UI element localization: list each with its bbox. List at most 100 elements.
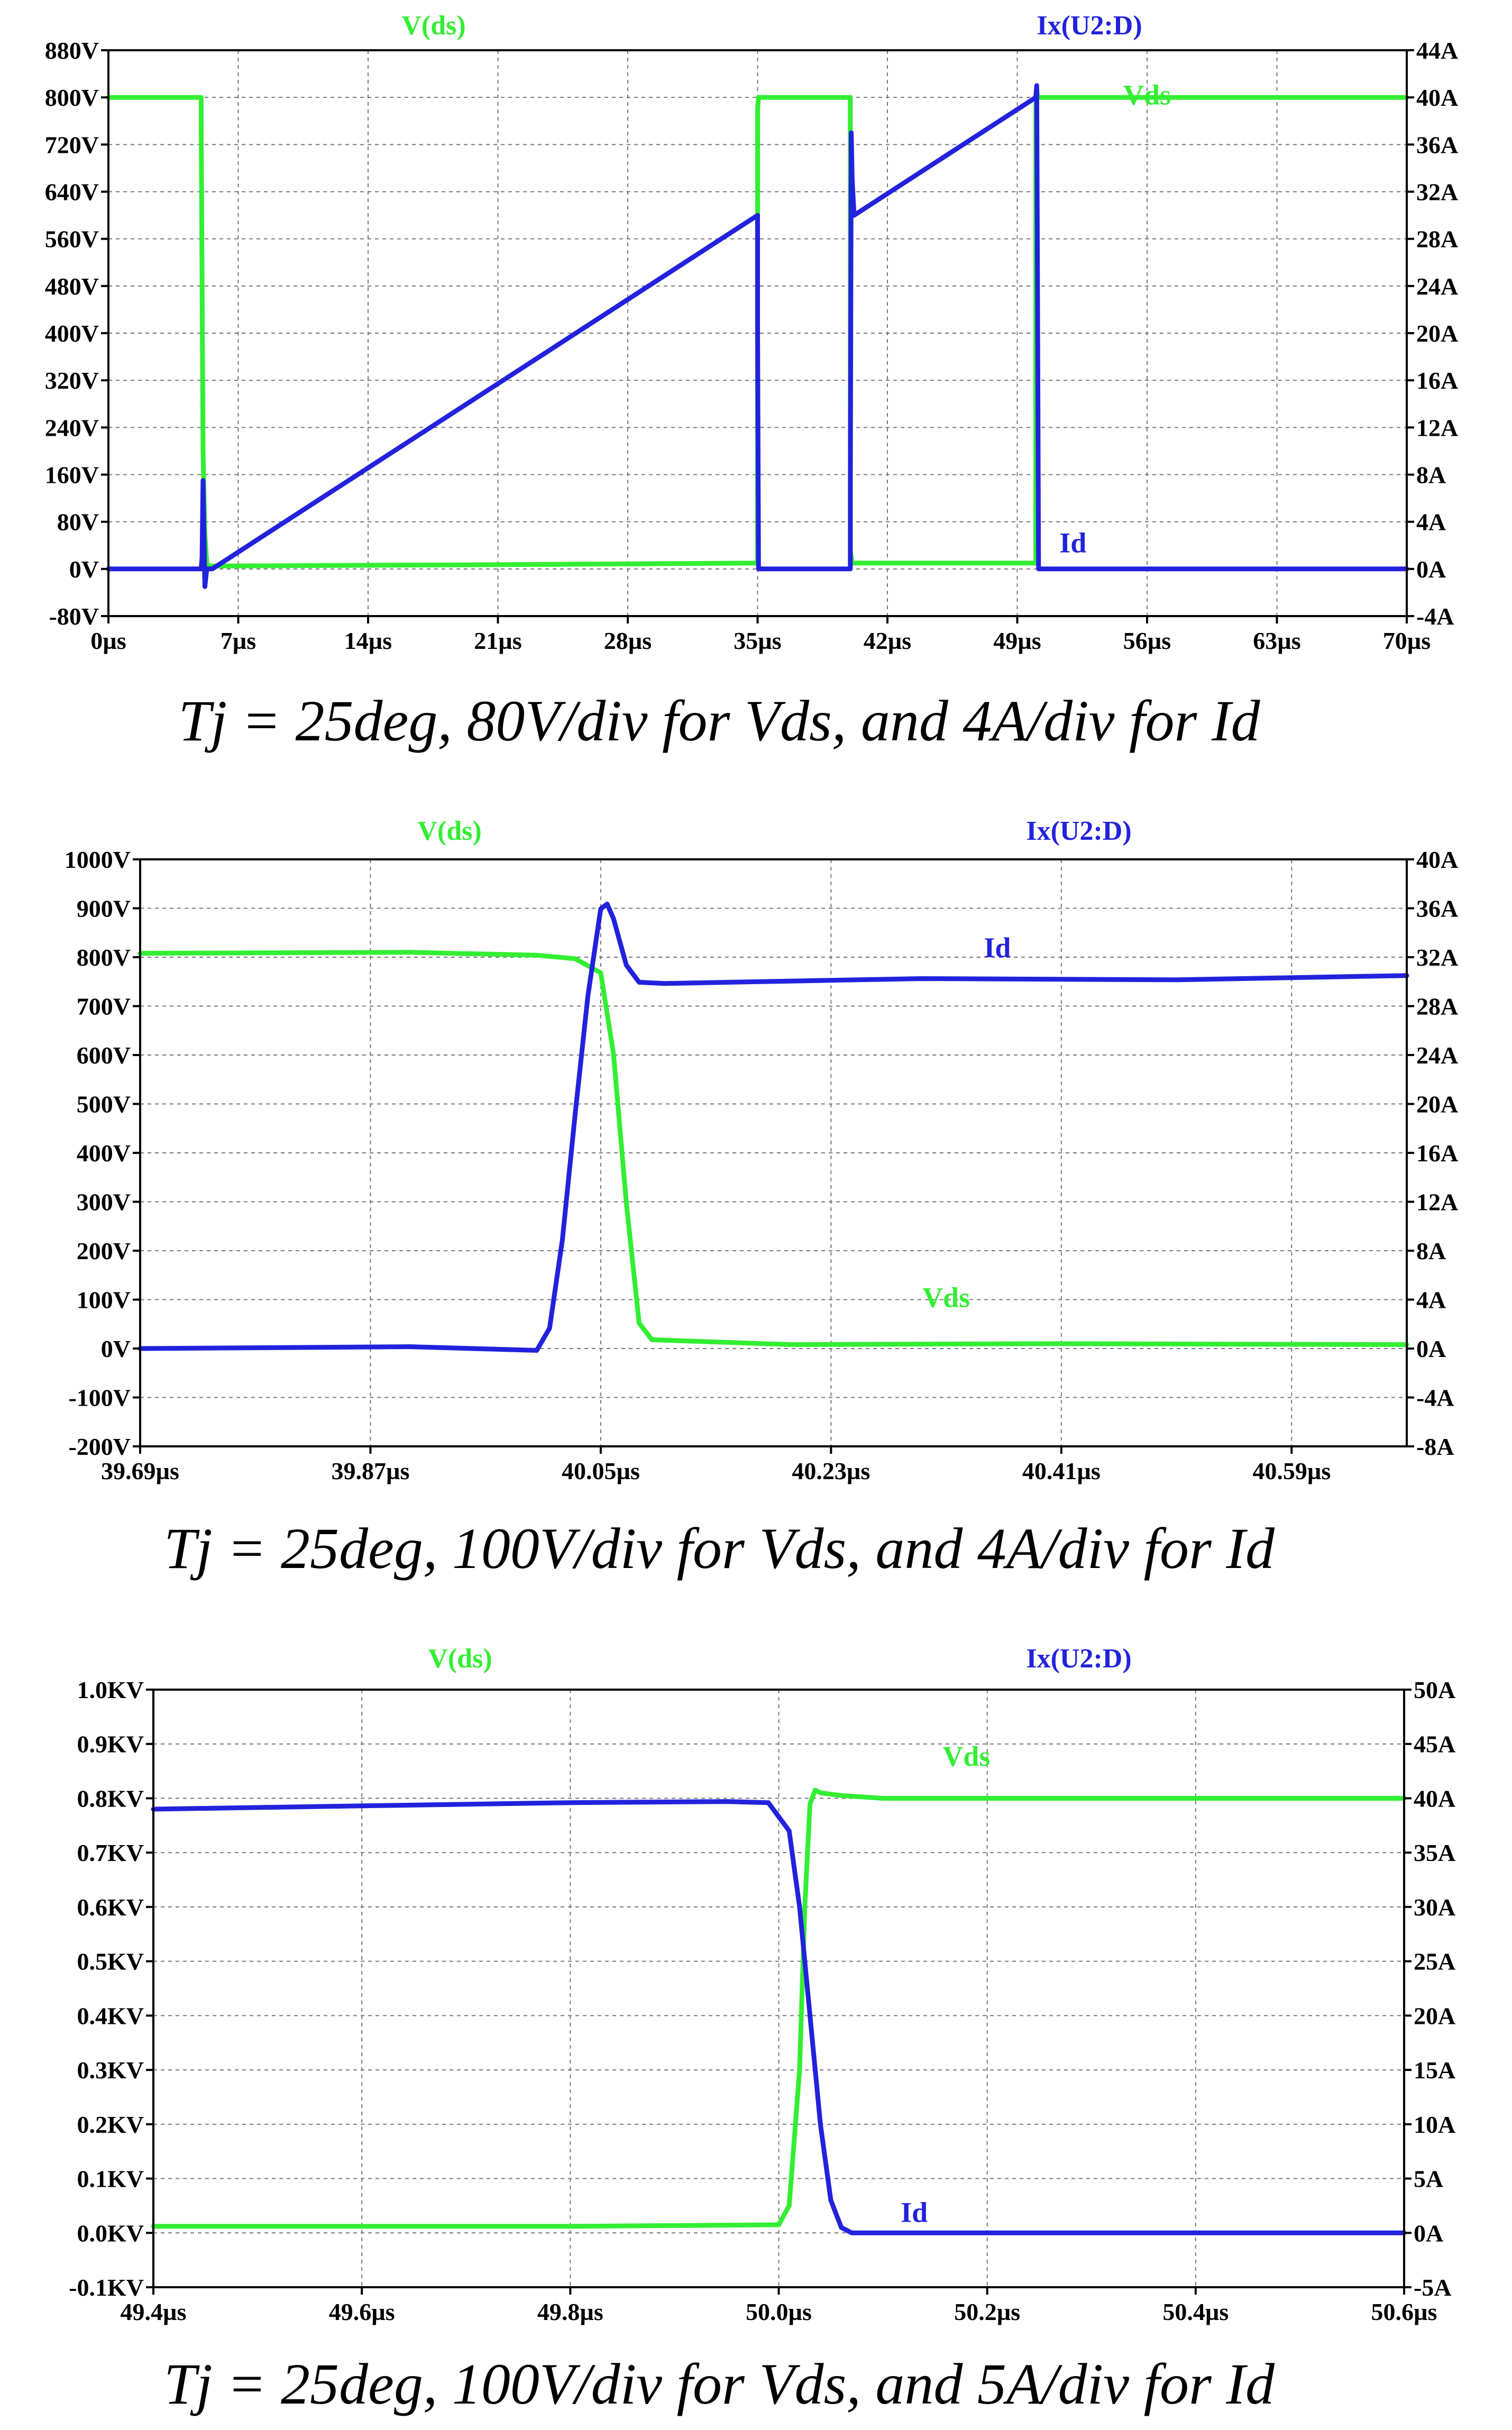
chart-3-ytick-left-label: 0.4KV — [77, 2002, 144, 2029]
chart-3-annotation-id: Id — [901, 2197, 928, 2229]
chart-1-series — [106, 83, 1409, 589]
chart-3: -0.1KV 0.0KV 0.1KV 0.2KV 0.3KV 0.4KV 0.5KV 0.6K… — [69, 1644, 1455, 2416]
chart-1-series-id — [106, 83, 1409, 589]
chart-2-ytick-right-label: -4A — [1416, 1384, 1454, 1411]
chart-2-ytick-left-label: 600V — [77, 1042, 131, 1069]
chart-3-ytick-right-label: 5A — [1414, 2166, 1443, 2193]
chart-3-xtick-label: 49.4µs — [121, 2298, 187, 2325]
chart-3-series-vds — [151, 1787, 1407, 2229]
chart-2-ytick-left-label: 200V — [77, 1237, 131, 1264]
chart-1-annotations: Vds Id — [1059, 79, 1171, 559]
chart-2-ytick-right-label: 16A — [1416, 1140, 1458, 1167]
chart-1-xtick-label: 70µs — [1383, 627, 1431, 654]
chart-3-ticks: -0.1KV 0.0KV 0.1KV 0.2KV 0.3KV 0.4KV 0.5KV 0.6K… — [69, 1676, 1455, 2325]
chart-1-ytick-right-label: 40A — [1416, 84, 1458, 111]
chart-2-ytick-left-label: 900V — [77, 895, 131, 922]
chart-3-xtick-label: 50.0µs — [746, 2298, 812, 2325]
chart-2-xtick-label: 39.87µs — [332, 1457, 410, 1484]
chart-2-ytick-right-label: 32A — [1416, 944, 1458, 971]
chart-2-ytick-left-label: 100V — [77, 1287, 131, 1314]
chart-3-ytick-right-label: 10A — [1414, 2111, 1455, 2138]
chart-3-ytick-right-label: 25A — [1414, 1948, 1455, 1975]
chart-1-xtick-label: 63µs — [1253, 627, 1300, 654]
chart-1-ytick-left-label: 560V — [45, 226, 99, 253]
chart-1-ytick-right-label: -4A — [1416, 603, 1454, 630]
chart-2-annotation-vds: Vds — [922, 1281, 970, 1313]
chart-1-xtick-label: 21µs — [474, 627, 521, 654]
chart-2-caption: Tj = 25deg, 100V/div for Vds, and 4A/div… — [164, 1516, 1275, 1581]
chart-3-series-id — [151, 1799, 1407, 2235]
chart-1-ticks: -80V 0V 80V 160V 240V 320V 400V 480V 560V 640V 720… — [45, 37, 1458, 654]
chart-1-annotation-vds: Vds — [1123, 79, 1171, 111]
chart-3-xtick-label: 49.6µs — [329, 2298, 395, 2325]
chart-1-ytick-left-label: 480V — [45, 273, 99, 300]
chart-3-series — [151, 1787, 1407, 2235]
chart-3-ytick-right-label: 40A — [1414, 1785, 1455, 1812]
chart-1-ytick-left-label: 800V — [45, 84, 99, 111]
chart-1-ytick-right-label: 0A — [1416, 556, 1446, 583]
chart-1-xtick-label: 0µs — [90, 627, 126, 654]
chart-2-ytick-right-label: 20A — [1416, 1091, 1458, 1118]
chart-1-legend-id: Ix(U2:D) — [1037, 11, 1142, 41]
chart-2-ytick-right-label: 24A — [1416, 1042, 1458, 1069]
chart-1-ytick-right-label: 12A — [1416, 414, 1458, 441]
chart-3-ytick-left-label: 0.0KV — [77, 2220, 144, 2246]
chart-3-ytick-left-label: 0.1KV — [77, 2166, 144, 2193]
chart-3-ytick-right-label: 50A — [1414, 1676, 1455, 1703]
chart-3-xtick-label: 49.8µs — [537, 2298, 603, 2325]
chart-2-ytick-left-label: 400V — [77, 1140, 131, 1167]
chart-2-ytick-right-label: 0A — [1416, 1335, 1446, 1362]
chart-2-legend-vds: V(ds) — [417, 816, 481, 846]
chart-1-ytick-right-label: 8A — [1416, 462, 1446, 489]
chart-1-ytick-right-label: 16A — [1416, 367, 1458, 394]
chart-3-ytick-right-label: 35A — [1414, 1839, 1455, 1866]
chart-1-xtick-label: 49µs — [993, 627, 1041, 654]
chart-2-ytick-left-label: 1000V — [65, 846, 131, 873]
chart-1-xtick-label: 35µs — [734, 627, 781, 654]
chart-3-ytick-right-label: 45A — [1414, 1731, 1455, 1758]
chart-1-ytick-left-label: 0V — [69, 556, 99, 583]
chart-1: -80V 0V 80V 160V 240V 320V 400V 480V 560V 640V 720… — [45, 11, 1458, 753]
chart-1-ytick-right-label: 32A — [1416, 179, 1458, 206]
chart-1-xtick-label: 42µs — [864, 627, 911, 654]
chart-1-xtick-label: 14µs — [344, 627, 392, 654]
chart-3-grid — [153, 1690, 1404, 2287]
chart-1-ytick-left-label: 720V — [45, 131, 99, 158]
chart-2-ytick-left-label: -200V — [68, 1433, 131, 1460]
chart-2-annotation-id: Id — [984, 932, 1011, 964]
chart-1-caption: Tj = 25deg, 80V/div for Vds, and 4A/div … — [179, 689, 1261, 753]
chart-3-xtick-label: 50.2µs — [954, 2298, 1020, 2325]
chart-3-ytick-left-label: 0.5KV — [77, 1948, 144, 1975]
chart-2-series-vds — [138, 950, 1409, 1347]
chart-2-ytick-left-label: -100V — [68, 1384, 131, 1411]
chart-3-ytick-right-label: 0A — [1414, 2220, 1443, 2246]
chart-3-ytick-left-label: 0.6KV — [77, 1894, 144, 1921]
chart-1-ytick-right-label: 44A — [1416, 37, 1458, 64]
chart-2-ytick-right-label: 12A — [1416, 1189, 1458, 1216]
chart-2-ytick-left-label: 800V — [77, 944, 131, 971]
chart-2-xtick-label: 40.41µs — [1022, 1457, 1101, 1484]
chart-2-ytick-right-label: 28A — [1416, 993, 1458, 1020]
chart-1-xtick-label: 28µs — [604, 627, 652, 654]
chart-1-ytick-left-label: 400V — [45, 320, 99, 347]
chart-3-ytick-left-label: -0.1KV — [69, 2274, 144, 2301]
chart-1-ytick-left-label: 320V — [45, 367, 99, 394]
chart-1-ytick-right-label: 36A — [1416, 131, 1458, 158]
chart-2-ytick-right-label: 36A — [1416, 895, 1458, 922]
chart-3-ytick-left-label: 0.8KV — [77, 1785, 144, 1812]
chart-1-annotation-id: Id — [1059, 527, 1086, 559]
chart-1-ytick-left-label: 80V — [57, 509, 99, 536]
chart-3-ytick-left-label: 0.3KV — [77, 2057, 144, 2084]
chart-2-ytick-right-label: 4A — [1416, 1287, 1446, 1314]
chart-1-ytick-left-label: 160V — [45, 462, 99, 489]
chart-1-ytick-left-label: 640V — [45, 179, 99, 206]
chart-2-ytick-left-label: 500V — [77, 1091, 131, 1118]
chart-3-legend-vds: V(ds) — [428, 1644, 492, 1674]
chart-2: -200V -100V 0V 100V 200V 300V 400V 500V 600V 700V… — [65, 816, 1458, 1581]
chart-1-ytick-left-label: -80V — [49, 603, 99, 630]
chart-2-ytick-left-label: 300V — [77, 1189, 131, 1216]
chart-3-xtick-label: 50.4µs — [1162, 2298, 1229, 2325]
chart-1-ytick-right-label: 4A — [1416, 509, 1446, 536]
chart-2-series — [138, 901, 1409, 1353]
chart-3-ytick-right-label: 30A — [1414, 1894, 1455, 1921]
